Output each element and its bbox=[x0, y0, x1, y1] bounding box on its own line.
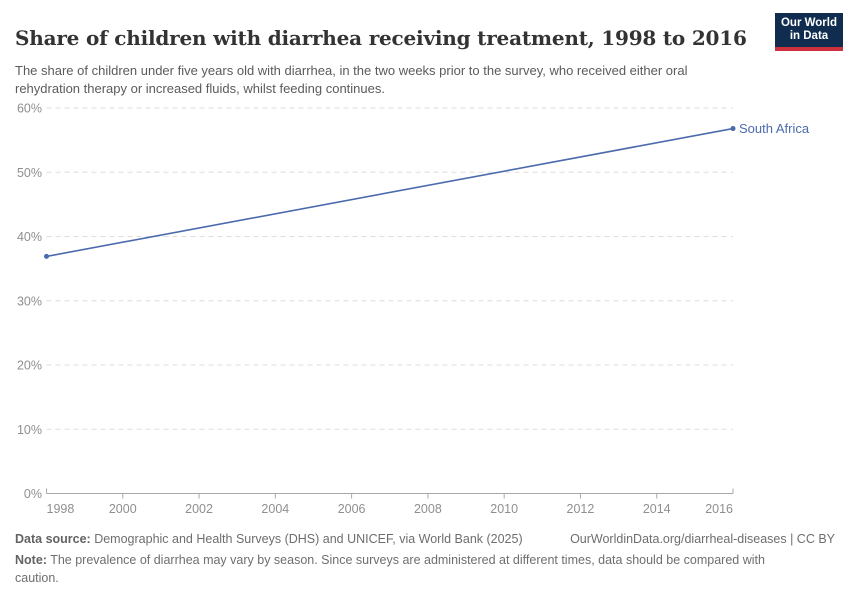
y-axis-tick-label: 60% bbox=[17, 102, 42, 116]
y-axis-tick-label: 0% bbox=[24, 487, 42, 501]
y-axis-tick-label: 20% bbox=[17, 359, 42, 373]
data-source: Data source: Demographic and Health Surv… bbox=[15, 530, 523, 548]
x-axis-tick-label: 2010 bbox=[490, 502, 518, 516]
data-source-label: Data source: bbox=[15, 532, 91, 546]
data-point-marker bbox=[730, 126, 736, 132]
source-row: Data source: Demographic and Health Surv… bbox=[15, 530, 835, 548]
chart-footer: Data source: Demographic and Health Surv… bbox=[15, 530, 835, 587]
note-label: Note: bbox=[15, 553, 47, 567]
data-source-text: Demographic and Health Surveys (DHS) and… bbox=[90, 532, 523, 546]
x-axis-tick-label: 2000 bbox=[109, 502, 137, 516]
chart-subtitle: The share of children under five years o… bbox=[15, 63, 688, 96]
line-chart: 0% 10% 20% 30% 40% 50% 60% 1998 2000 2002 2004 2006… bbox=[17, 102, 810, 517]
x-axis-tick-label: 2002 bbox=[185, 502, 213, 516]
data-point-marker bbox=[44, 253, 49, 259]
x-axis-tick-label: 2012 bbox=[567, 502, 595, 516]
note-text: The prevalence of diarrhea may vary by s… bbox=[15, 553, 765, 585]
x-axis-tick-label: 2006 bbox=[338, 502, 366, 516]
y-axis-tick-label: 30% bbox=[17, 294, 42, 308]
x-axis-tick-label: 2016 bbox=[705, 502, 733, 516]
x-axis-tick-label: 1998 bbox=[47, 502, 75, 516]
owid-logo[interactable]: Our World in Data bbox=[775, 13, 843, 51]
y-axis-tick-label: 50% bbox=[17, 166, 42, 180]
x-axis-tick-label: 2004 bbox=[261, 502, 289, 516]
trend-line[interactable] bbox=[45, 127, 734, 258]
owid-logo-line2: in Data bbox=[789, 30, 829, 42]
y-axis-tick-label: 10% bbox=[17, 423, 42, 437]
y-axis-tick-label: 40% bbox=[17, 230, 42, 244]
chart-title: Share of children with diarrhea receivin… bbox=[15, 26, 747, 51]
x-axis-tick-label: 2008 bbox=[414, 502, 442, 516]
note-row: Note: The prevalence of diarrhea may var… bbox=[15, 551, 793, 587]
x-axis-tick-label: 2014 bbox=[643, 502, 671, 516]
series-end-label[interactable]: South Africa bbox=[739, 121, 810, 136]
owid-logo-line1: Our World bbox=[780, 17, 837, 29]
attribution-link[interactable]: OurWorldinData.org/diarrheal-diseases | … bbox=[570, 532, 835, 546]
